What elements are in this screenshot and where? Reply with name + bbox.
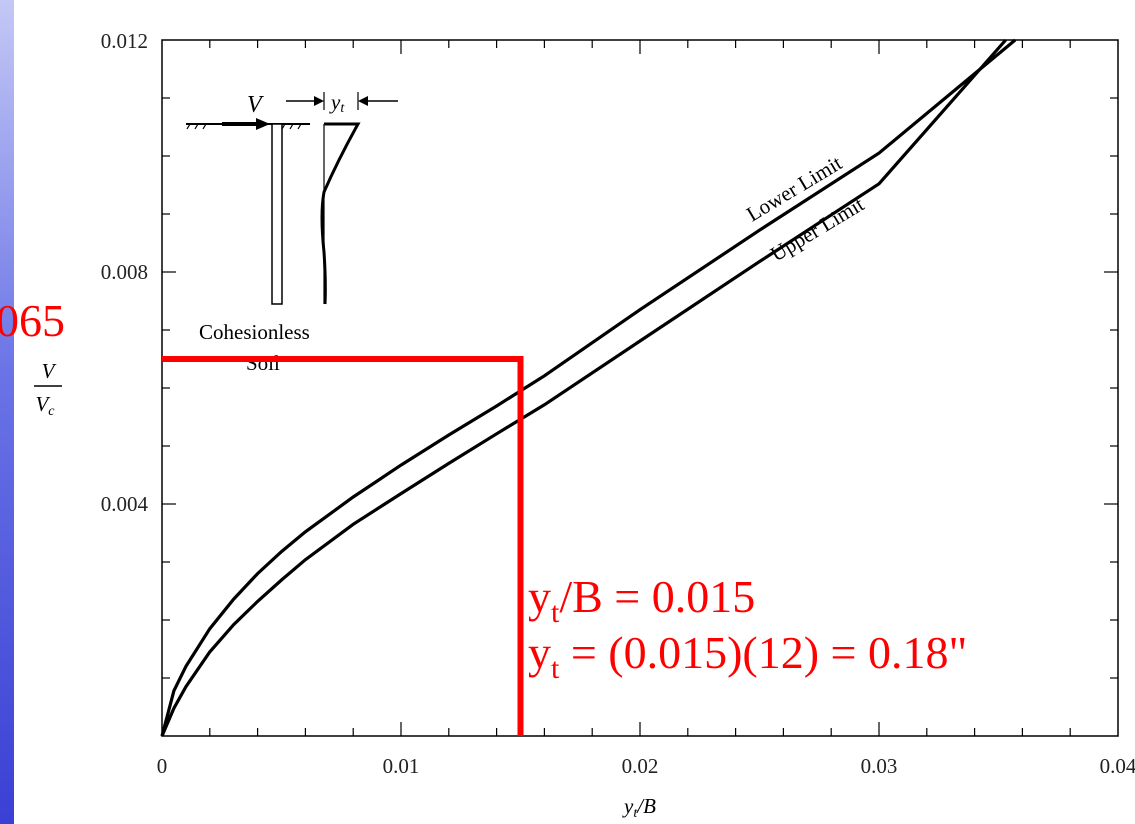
side-gradient-bar: [0, 0, 14, 824]
inset-load-label: V: [247, 92, 264, 118]
readout-equation-2: yt = (0.015)(12) = 0.18": [528, 627, 967, 685]
y-axis-title-numerator: V: [42, 359, 57, 383]
x-axis-title: yt/B: [622, 794, 656, 821]
series-upper-limit-line: [160, 38, 1007, 737]
series-lower-limit-line: [160, 38, 1017, 737]
inset-load-arrow-icon: [256, 118, 270, 130]
y-tick-label-0012: 0.012: [101, 29, 148, 53]
y-axis-title: V Vc: [34, 359, 62, 419]
inset-dim-left-arrow-icon: [314, 96, 324, 106]
inset-ground-hatch: [186, 123, 302, 130]
inset-soil-label-line1: Cohesionless: [199, 320, 310, 344]
axis-ticks: [162, 40, 1118, 736]
y-tick-label-0004: 0.004: [101, 492, 149, 516]
readout-lines: [162, 356, 524, 736]
inset-dim-right-arrow-icon: [358, 96, 368, 106]
y-tick-label-0008: 0.008: [101, 260, 148, 284]
inset-soil-label-line2: Soil: [246, 351, 280, 375]
readout-y-value-label: 065: [0, 295, 65, 346]
y-axis-title-denominator: Vc: [35, 392, 55, 419]
x-tick-label-2: 0.02: [622, 754, 659, 778]
inset-deflection-curve: [320, 122, 361, 305]
inset-dim-label: yt: [329, 90, 345, 116]
readout-equation-1: yt/B = 0.015: [528, 571, 755, 629]
x-tick-label-4: 0.04: [1100, 754, 1135, 778]
x-tick-label-0: 0: [157, 754, 168, 778]
x-tick-label-3: 0.03: [861, 754, 898, 778]
inset-pile-diagram: V yt Cohesionless Soil: [186, 90, 398, 375]
x-tick-label-1: 0.01: [383, 754, 420, 778]
inset-pile: [271, 123, 283, 305]
